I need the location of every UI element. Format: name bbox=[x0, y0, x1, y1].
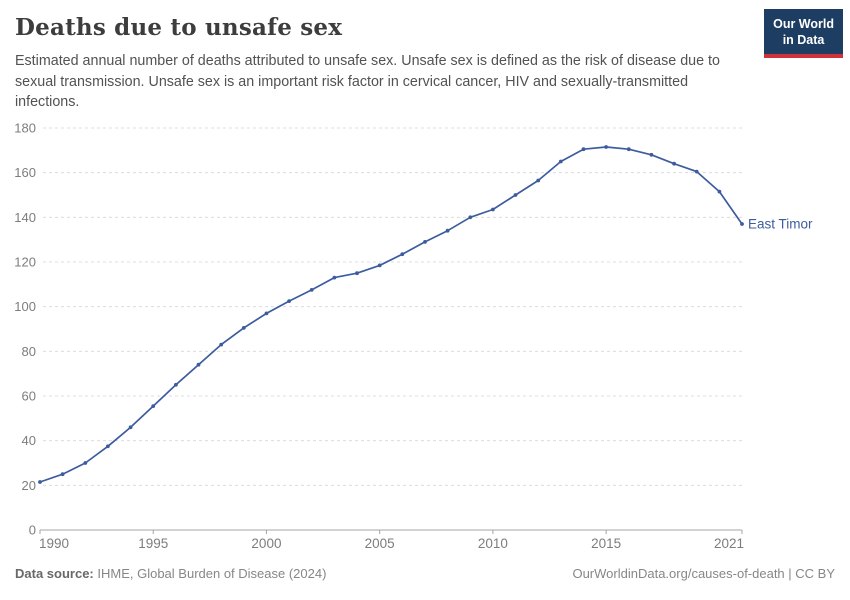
data-point[interactable] bbox=[219, 342, 224, 347]
data-point[interactable] bbox=[468, 215, 473, 220]
y-tick-label: 160 bbox=[14, 165, 36, 180]
y-tick-label: 20 bbox=[22, 478, 36, 493]
owid-logo-line1: Our World bbox=[773, 17, 834, 31]
x-tick-label: 2005 bbox=[365, 536, 395, 551]
x-tick-label: 2010 bbox=[478, 536, 508, 551]
x-tick-label: 1990 bbox=[39, 536, 69, 551]
data-point[interactable] bbox=[355, 271, 359, 276]
chart-footer: Data source: IHME, Global Burden of Dise… bbox=[15, 566, 835, 581]
data-point[interactable] bbox=[649, 152, 654, 157]
data-point[interactable] bbox=[83, 461, 88, 465]
data-point[interactable] bbox=[196, 362, 201, 367]
data-point[interactable] bbox=[672, 161, 676, 166]
data-point[interactable] bbox=[400, 252, 405, 257]
data-point[interactable] bbox=[128, 425, 133, 430]
data-source: Data source: IHME, Global Burden of Dise… bbox=[15, 566, 326, 581]
data-point[interactable] bbox=[287, 299, 291, 303]
data-point[interactable] bbox=[694, 169, 699, 174]
x-tick-label: 2015 bbox=[591, 536, 621, 551]
y-tick-label: 100 bbox=[14, 299, 36, 314]
x-tick-label: 2000 bbox=[251, 536, 281, 551]
credit-link[interactable]: OurWorldinData.org/causes-of-death | CC … bbox=[572, 566, 835, 581]
data-source-value: IHME, Global Burden of Disease (2024) bbox=[97, 566, 327, 581]
chart-subtitle: Estimated annual number of deaths attrib… bbox=[15, 53, 720, 111]
data-point[interactable] bbox=[536, 178, 541, 183]
data-point[interactable] bbox=[309, 288, 314, 292]
y-tick-label: 80 bbox=[22, 344, 36, 359]
page-title: Deaths due to unsafe sex bbox=[15, 14, 343, 41]
y-tick-label: 40 bbox=[22, 433, 36, 448]
data-point[interactable] bbox=[717, 189, 722, 194]
data-line[interactable] bbox=[39, 146, 743, 483]
data-point[interactable] bbox=[174, 382, 178, 387]
data-point[interactable] bbox=[264, 311, 269, 316]
data-point[interactable] bbox=[604, 145, 608, 149]
data-point[interactable] bbox=[423, 240, 427, 244]
data-point[interactable] bbox=[241, 326, 246, 330]
data-point[interactable] bbox=[581, 147, 586, 152]
owid-logo-line2: in Data bbox=[782, 33, 825, 48]
y-tick-label: 120 bbox=[14, 255, 36, 270]
y-tick-label: 0 bbox=[29, 523, 36, 538]
line-chart[interactable]: 0 20 40 60 80 100 120 140 160 180 1990 1995 2000 2005… bbox=[0, 116, 850, 566]
y-tick-label: 140 bbox=[14, 210, 36, 225]
data-point[interactable] bbox=[491, 207, 495, 212]
data-point[interactable] bbox=[377, 263, 382, 268]
data-point[interactable] bbox=[513, 193, 518, 197]
data-point[interactable] bbox=[626, 147, 631, 152]
data-point[interactable] bbox=[558, 159, 563, 164]
entity-label[interactable]: East Timor bbox=[748, 217, 813, 232]
data-point[interactable] bbox=[445, 228, 450, 233]
data-point[interactable] bbox=[106, 444, 110, 449]
owid-logo[interactable]: Our World in Data bbox=[764, 9, 843, 58]
data-point[interactable] bbox=[60, 472, 65, 477]
y-tick-label: 180 bbox=[14, 121, 36, 136]
x-tick-label: 2021 bbox=[714, 536, 744, 551]
data-source-label: Data source: bbox=[15, 566, 94, 581]
x-tick-label: 1995 bbox=[138, 536, 168, 551]
data-point[interactable] bbox=[332, 275, 337, 280]
data-point[interactable] bbox=[151, 404, 156, 408]
data-point[interactable] bbox=[38, 480, 42, 484]
y-tick-label: 60 bbox=[22, 389, 36, 404]
data-point[interactable] bbox=[740, 222, 744, 226]
